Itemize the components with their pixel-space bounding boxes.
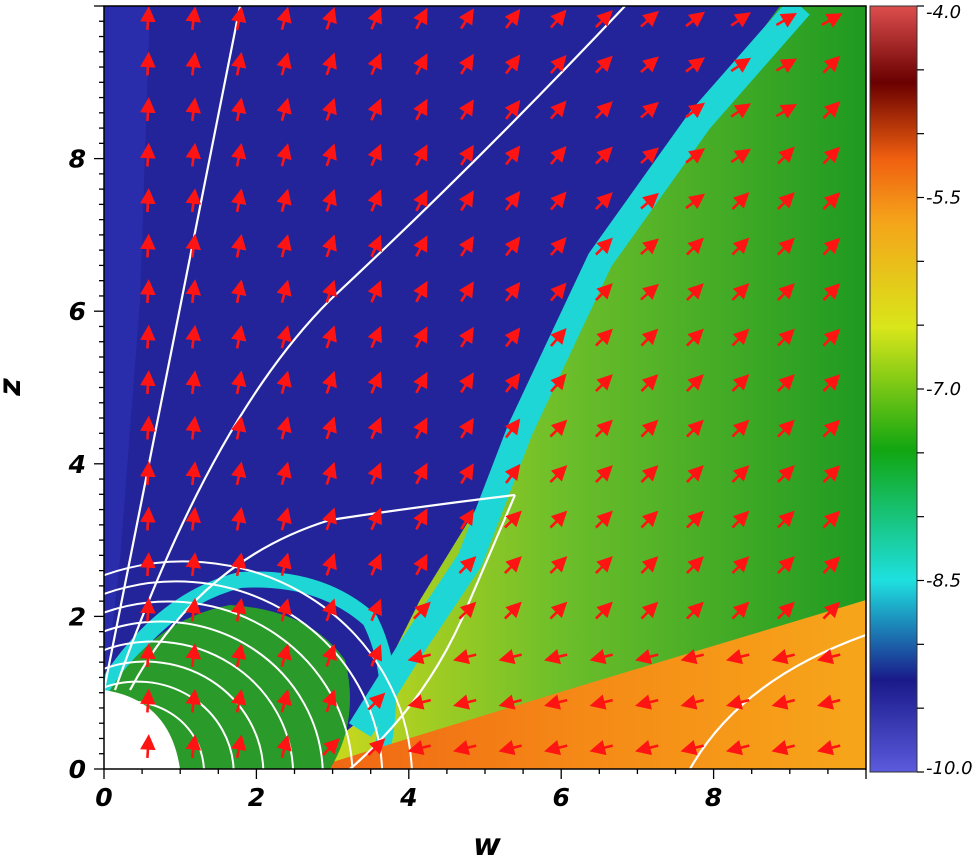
velocity-vectors (140, 6, 843, 759)
x-axis: 0 2 4 6 8 (95, 769, 867, 812)
field-lines (104, 6, 866, 769)
x-tick-label: 4 (399, 783, 417, 812)
colorbar-tick-label: -5.5 (926, 188, 961, 209)
y-tick-label: 8 (69, 145, 86, 174)
x-tick-label: 6 (552, 783, 569, 812)
y-axis: 0 2 4 6 8 (68, 5, 104, 784)
colorbar-tick-label: -8.5 (926, 571, 961, 592)
density-field (104, 6, 866, 769)
colorbar-ticks: -4.0 -5.5 -7.0 -8.5 -10.0 (917, 2, 973, 779)
x-tick-label: 8 (705, 783, 722, 812)
x-tick-label: 0 (95, 783, 112, 812)
colorbar (870, 6, 917, 772)
x-axis-label: w (473, 828, 501, 859)
colorbar-tick-label: -4.0 (926, 2, 961, 23)
y-tick-label: 4 (68, 450, 86, 479)
x-tick-label: 2 (248, 783, 265, 812)
y-tick-label: 0 (69, 755, 86, 784)
y-axis-label: z (0, 378, 28, 397)
y-tick-label: 2 (69, 602, 86, 631)
colorbar-tick-label: -7.0 (926, 379, 961, 400)
colorbar-tick-label: -10.0 (926, 758, 973, 779)
y-tick-label: 6 (69, 297, 86, 326)
